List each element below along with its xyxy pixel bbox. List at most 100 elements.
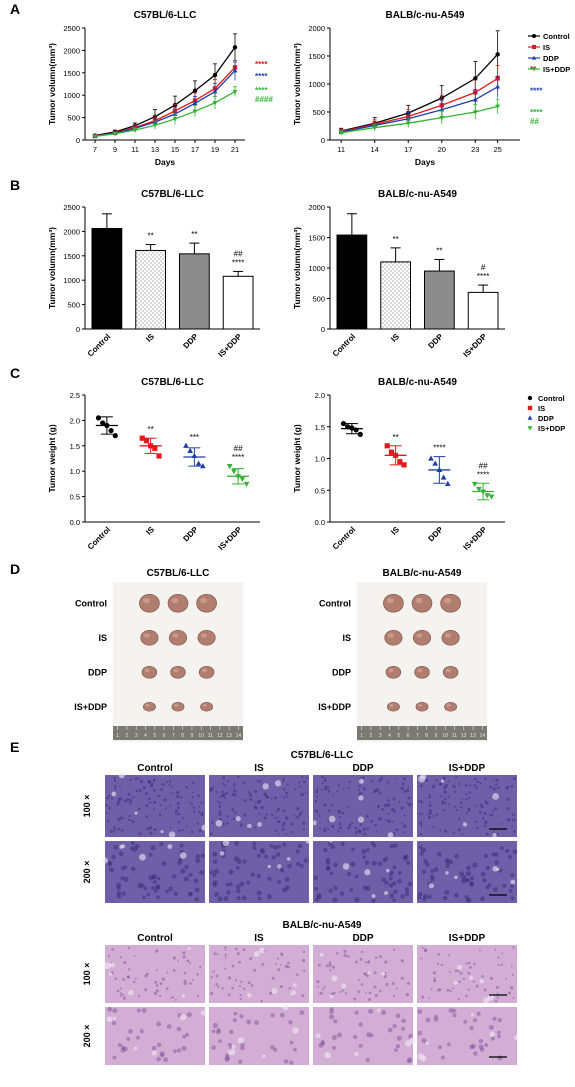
significance-label: **** <box>433 444 445 453</box>
cell-nucleus <box>166 1024 172 1029</box>
tissue-space <box>259 947 265 954</box>
cell-nucleus <box>215 1029 221 1035</box>
tissue-space <box>271 987 278 994</box>
cell-nucleus <box>325 860 331 865</box>
series-IS+DDP <box>338 98 501 136</box>
data-point <box>152 445 158 451</box>
cell-nucleus <box>181 1046 187 1051</box>
bar-IS+DDP <box>467 291 499 330</box>
cell-nucleus <box>327 809 331 813</box>
tissue-space <box>215 819 223 827</box>
y-axis-title: Tumor volumn(mm³) <box>47 43 57 125</box>
histology-row-label: 100 × <box>82 795 92 818</box>
legend-marker <box>527 405 533 411</box>
cell-nucleus <box>349 888 354 892</box>
cell-nucleus <box>152 779 156 782</box>
cell-nucleus <box>198 811 201 814</box>
cell-nucleus <box>368 1008 374 1014</box>
legend-label: IS <box>543 43 550 52</box>
data-point <box>495 104 501 110</box>
cell-nucleus <box>373 971 377 975</box>
cell-nucleus <box>362 776 366 779</box>
cell-nucleus <box>242 781 246 785</box>
y-tick-label: 1500 <box>63 252 80 261</box>
cell-nucleus <box>174 809 179 813</box>
cell-nucleus <box>464 798 468 801</box>
tumor-highlight <box>446 704 451 707</box>
tumor-specimen <box>140 629 159 646</box>
cell-nucleus <box>403 789 407 793</box>
cell-nucleus <box>111 1020 117 1026</box>
cell-nucleus <box>341 811 345 815</box>
cell-nucleus <box>318 827 321 830</box>
cell-nucleus <box>277 844 282 849</box>
cell-nucleus <box>177 806 180 809</box>
cell-nucleus <box>108 794 111 797</box>
significance-label: **** <box>232 258 244 267</box>
cell-nucleus <box>117 817 121 821</box>
cell-nucleus <box>279 794 282 797</box>
x-tick-label: 11 <box>131 145 139 154</box>
panel-letter-C: C <box>10 365 20 381</box>
cell-nucleus <box>226 814 229 818</box>
cell-nucleus <box>432 825 435 829</box>
tissue-space <box>354 1051 359 1057</box>
cell-nucleus <box>426 813 429 816</box>
cell-nucleus <box>338 816 341 819</box>
series-Control <box>338 30 500 134</box>
cell-nucleus <box>402 831 405 834</box>
histology-1: BALB/c-nu-A549 Control IS DDP IS+DDP 100 × 200… <box>82 920 519 1065</box>
cell-nucleus <box>438 988 442 992</box>
cell-nucleus <box>373 985 377 989</box>
cell-nucleus <box>457 828 461 832</box>
cell-nucleus <box>240 1045 245 1051</box>
cell-nucleus <box>298 785 301 788</box>
cell-nucleus <box>448 1008 454 1014</box>
cell-nucleus <box>209 870 214 875</box>
cell-nucleus <box>256 779 259 782</box>
cell-nucleus <box>483 853 488 859</box>
cell-nucleus <box>421 947 424 950</box>
cell-nucleus <box>229 1029 234 1035</box>
cell-nucleus <box>134 777 138 781</box>
cell-nucleus <box>301 994 305 997</box>
cell-nucleus <box>505 977 508 980</box>
cell-nucleus <box>337 830 340 833</box>
cell-nucleus <box>194 887 200 893</box>
cell-nucleus <box>428 793 431 796</box>
cell-nucleus <box>224 948 227 951</box>
tissue-space <box>312 820 317 826</box>
tissue-space <box>462 822 468 827</box>
x-axis-title: Days <box>155 157 176 167</box>
cell-nucleus <box>347 826 351 830</box>
cell-nucleus <box>222 776 226 780</box>
tumor-highlight <box>444 597 452 604</box>
cell-nucleus <box>480 896 485 902</box>
cell-nucleus <box>448 859 454 865</box>
cell-nucleus <box>270 1044 275 1050</box>
cell-nucleus <box>329 1009 335 1014</box>
cell-nucleus <box>459 801 463 805</box>
cell-nucleus <box>301 958 306 963</box>
cell-nucleus <box>484 820 488 824</box>
cell-nucleus <box>389 876 393 881</box>
ruler-label: 1 <box>360 733 363 739</box>
cell-nucleus <box>374 993 378 998</box>
cell-nucleus <box>347 787 350 790</box>
cell-nucleus <box>108 807 111 810</box>
cell-nucleus <box>446 988 450 992</box>
cell-nucleus <box>500 822 503 825</box>
cell-nucleus <box>338 822 342 826</box>
tissue-space <box>235 816 241 822</box>
ruler-label: 9 <box>191 733 194 739</box>
x-tick-label: 7 <box>93 145 97 154</box>
data-point <box>476 486 482 493</box>
tissue-space <box>103 962 111 970</box>
data-point <box>372 125 378 131</box>
tissue-space <box>201 824 208 831</box>
cell-nucleus <box>123 876 129 882</box>
cell-nucleus <box>191 795 194 799</box>
cell-nucleus <box>282 779 285 783</box>
cell-nucleus <box>159 813 162 817</box>
cell-nucleus <box>466 865 471 871</box>
